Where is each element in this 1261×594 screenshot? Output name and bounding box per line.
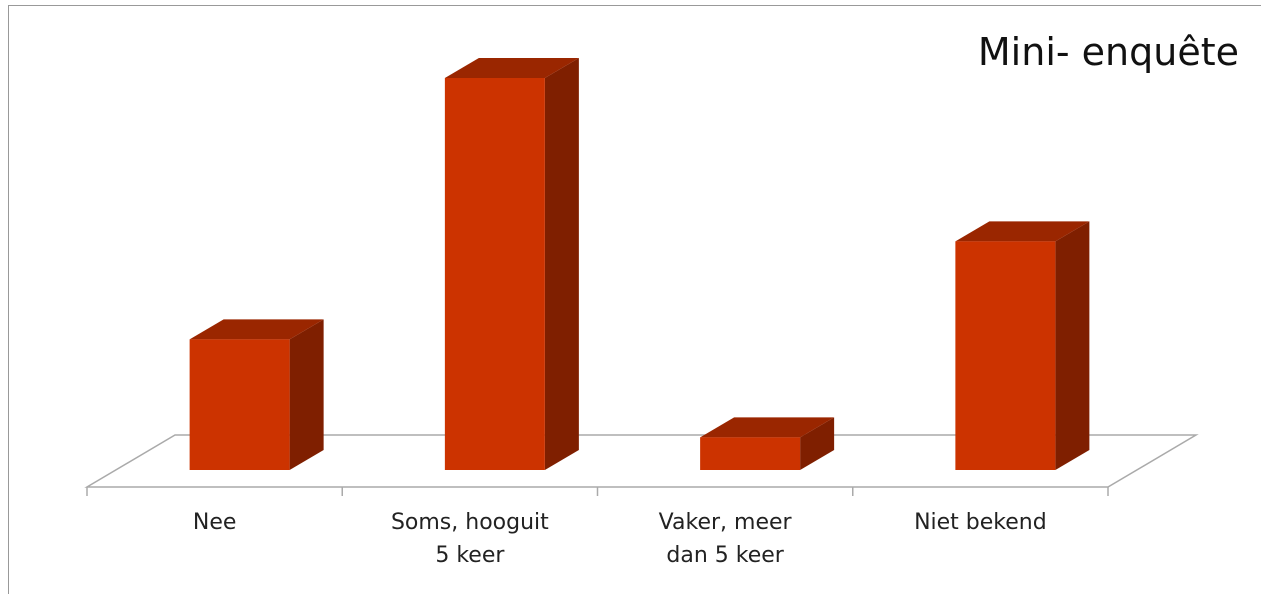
bar-top (444, 58, 579, 78)
chart-title: Mini- enquête (977, 30, 1239, 74)
bar-side (800, 417, 835, 470)
bar-side (1055, 221, 1090, 470)
bar-front (955, 241, 1056, 470)
floor (84, 434, 1199, 488)
frame (8, 5, 1261, 594)
bar (444, 58, 579, 470)
x-tick-label: Nee (192, 510, 237, 535)
bar-front (700, 437, 801, 470)
x-tick-label: Niet bekend (914, 510, 1047, 535)
bar (955, 221, 1090, 470)
bar-top (189, 319, 324, 340)
bar-front (444, 78, 545, 470)
bar-top (955, 221, 1090, 242)
bar-side (289, 319, 324, 470)
bar-front (189, 339, 290, 470)
bar-side (544, 58, 579, 470)
x-tick-label: Soms, hooguit 5 keer (390, 510, 549, 568)
x-tick-label: Vaker, meer dan 5 keer (658, 510, 792, 568)
bar-top (700, 417, 835, 438)
bar (189, 319, 324, 470)
bar (700, 417, 835, 470)
